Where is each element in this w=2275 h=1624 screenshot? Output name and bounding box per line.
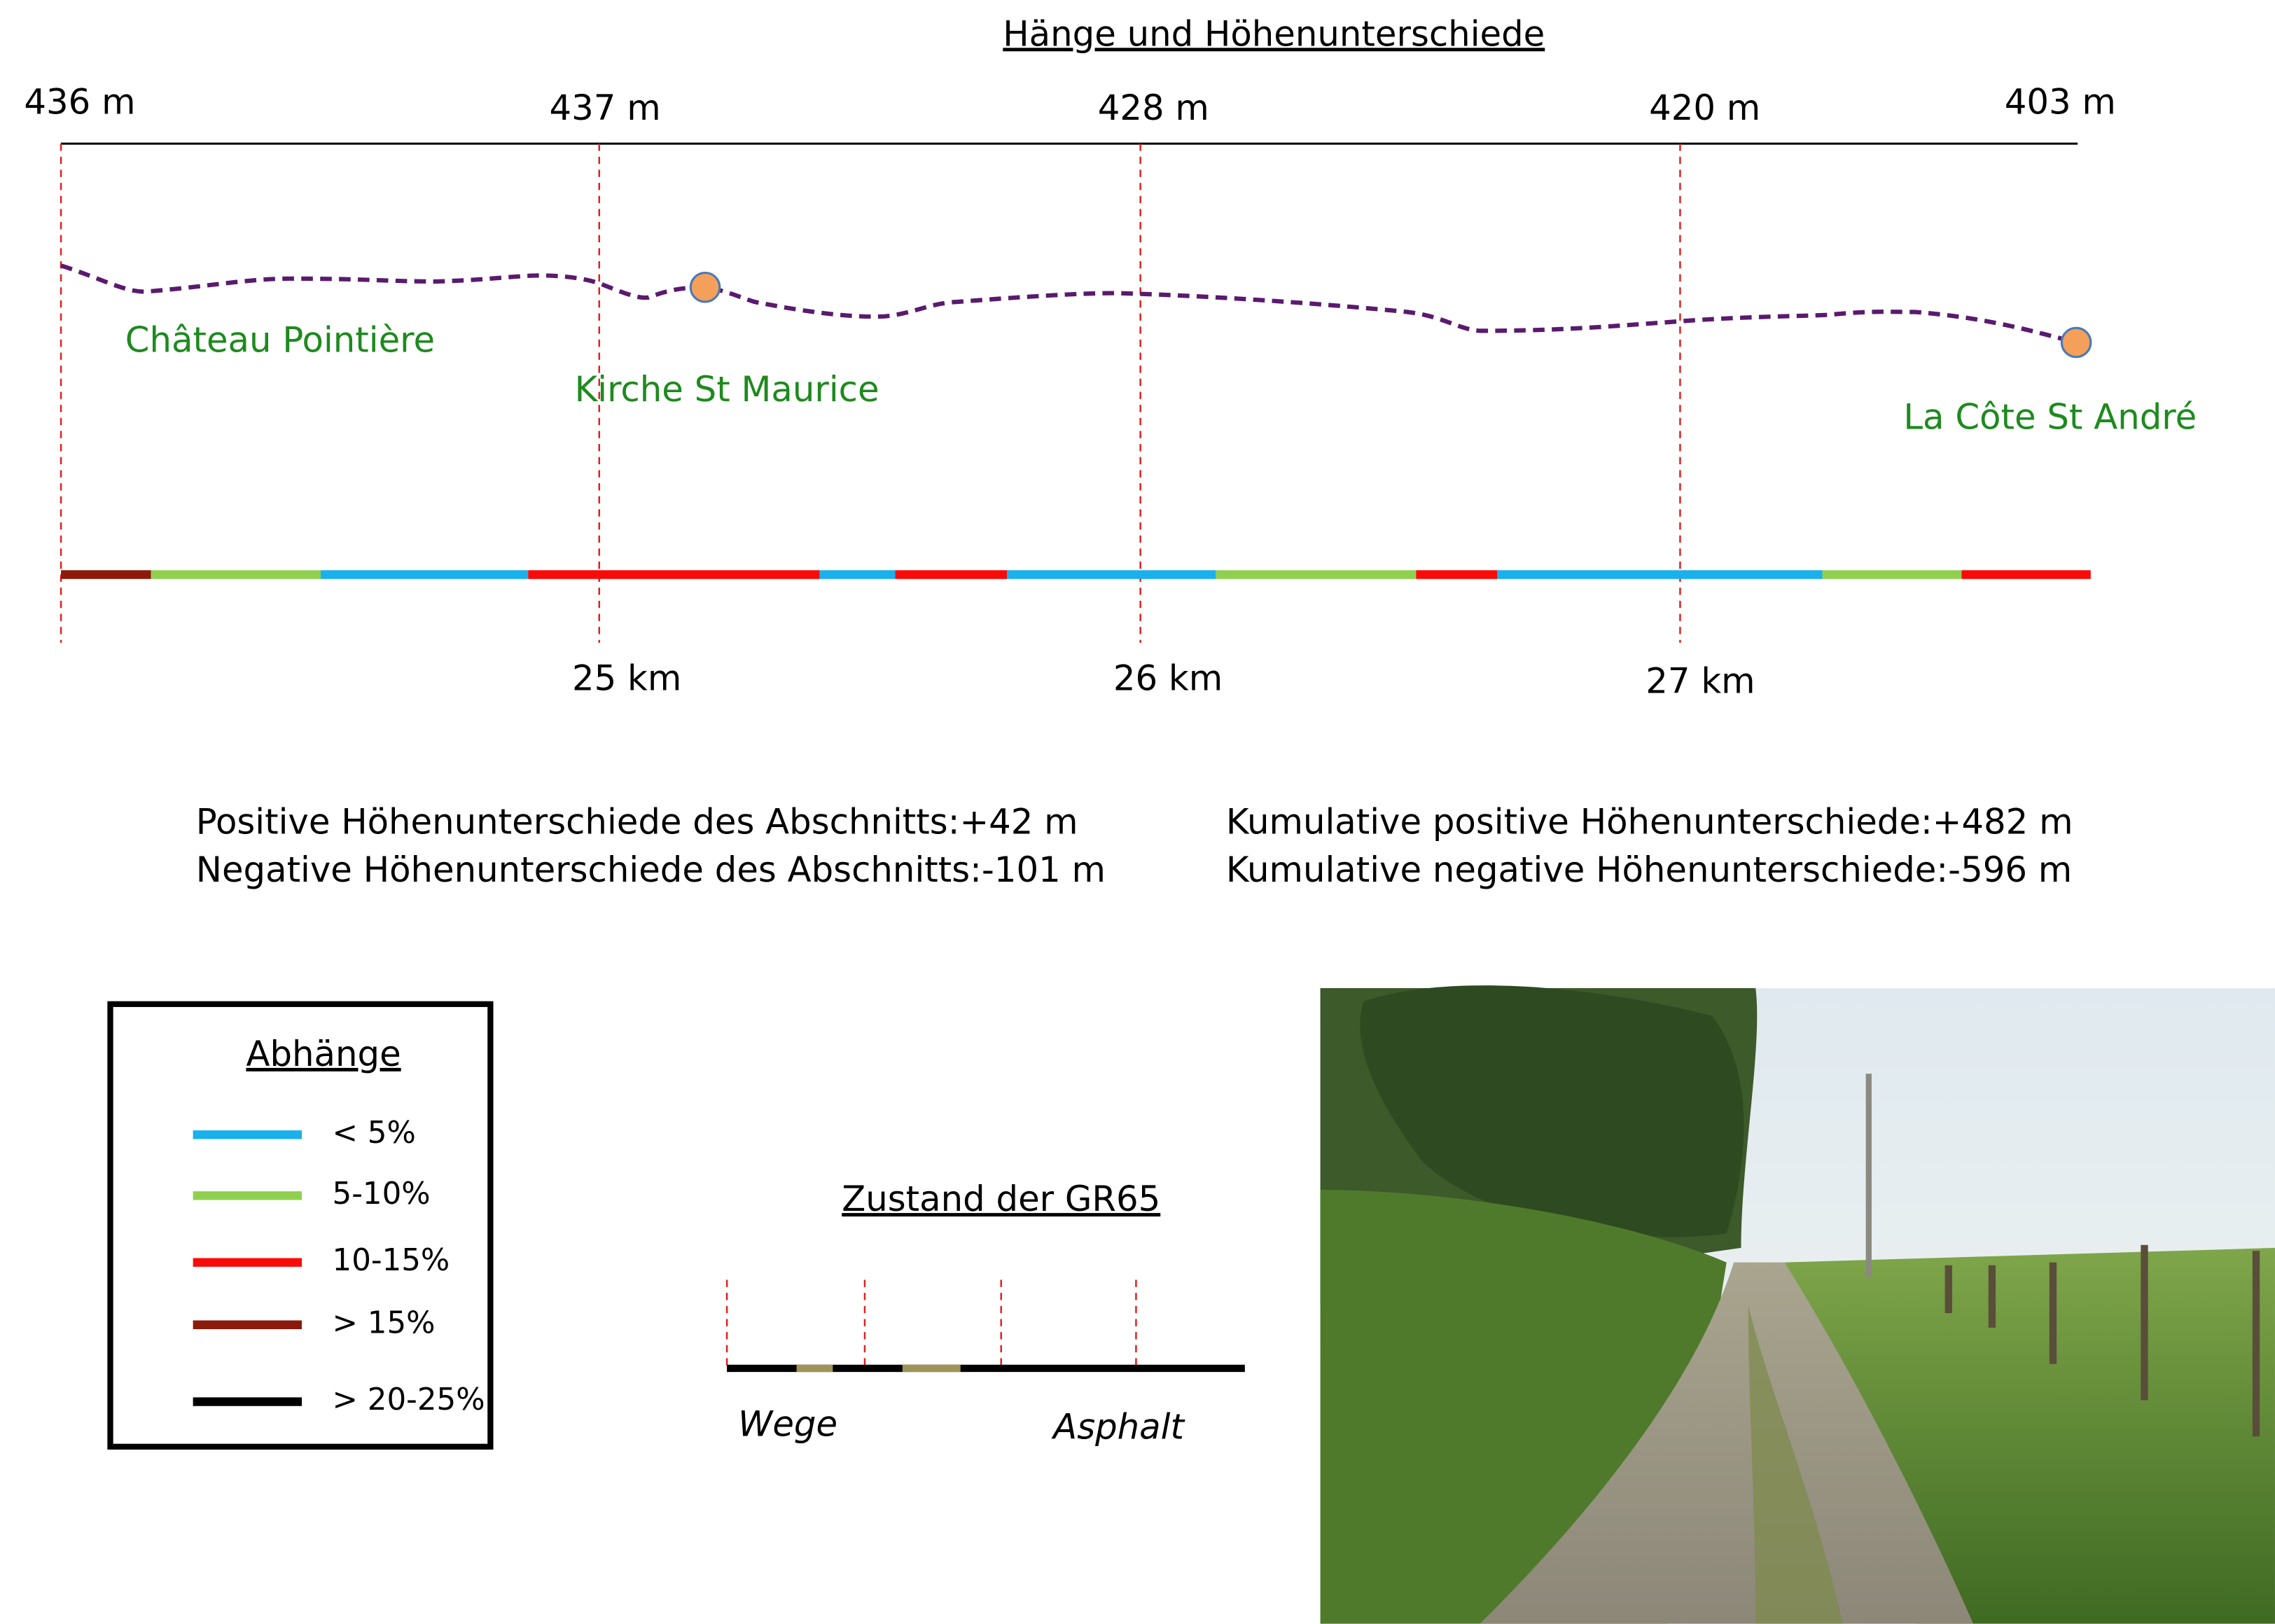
waypoint [2060, 326, 2092, 359]
distance-label: 25 km [572, 658, 681, 698]
legend-title: Abhänge [246, 1034, 401, 1074]
photo [1320, 985, 2275, 1624]
elevation-label: 436 m [24, 82, 135, 123]
waypoint [689, 271, 721, 303]
legend-label: > 15% [333, 1305, 436, 1340]
surface-label: Wege [738, 1403, 837, 1444]
distance-label: 26 km [1113, 658, 1223, 698]
km-markers [60, 144, 1681, 643]
distance-label: 27 km [1646, 660, 1755, 701]
elevation-label: 428 m [1098, 88, 1209, 128]
surface-label: Asphalt [1051, 1406, 1185, 1447]
legend-box [107, 1001, 494, 1450]
place-label: Château Pointière [125, 319, 435, 360]
stat-text: Positive Höhenunterschiede des Abschnitt… [196, 801, 1078, 842]
legend-label: 5-10% [333, 1177, 431, 1212]
place-label: La Côte St André [1903, 396, 2197, 437]
place-label: Kirche St Maurice [575, 369, 879, 410]
elevation-label: 403 m [2005, 82, 2116, 123]
legend-label: > 20-25% [333, 1382, 485, 1417]
elevation-label: 437 m [549, 88, 660, 128]
surface-title: Zustand der GR65 [842, 1179, 1160, 1219]
legend-label: 10-15% [333, 1243, 450, 1278]
stat-text: Kumulative negative Höhenunterschiede:-5… [1226, 849, 2072, 890]
legend-label: < 5% [333, 1116, 416, 1151]
stat-text: Negative Höhenunterschiede des Abschnitt… [196, 849, 1106, 890]
title: Hänge und Höhenunterschiede [1003, 13, 1545, 54]
elevation-label: 420 m [1649, 88, 1760, 128]
legend: < 5% 5-10% 10-15% > 15% > 20-25% [193, 1116, 485, 1417]
surface-markers [725, 1279, 1137, 1367]
profile-line [60, 263, 2077, 345]
stat-text: Kumulative positive Höhenunterschiede:+4… [1226, 801, 2073, 842]
